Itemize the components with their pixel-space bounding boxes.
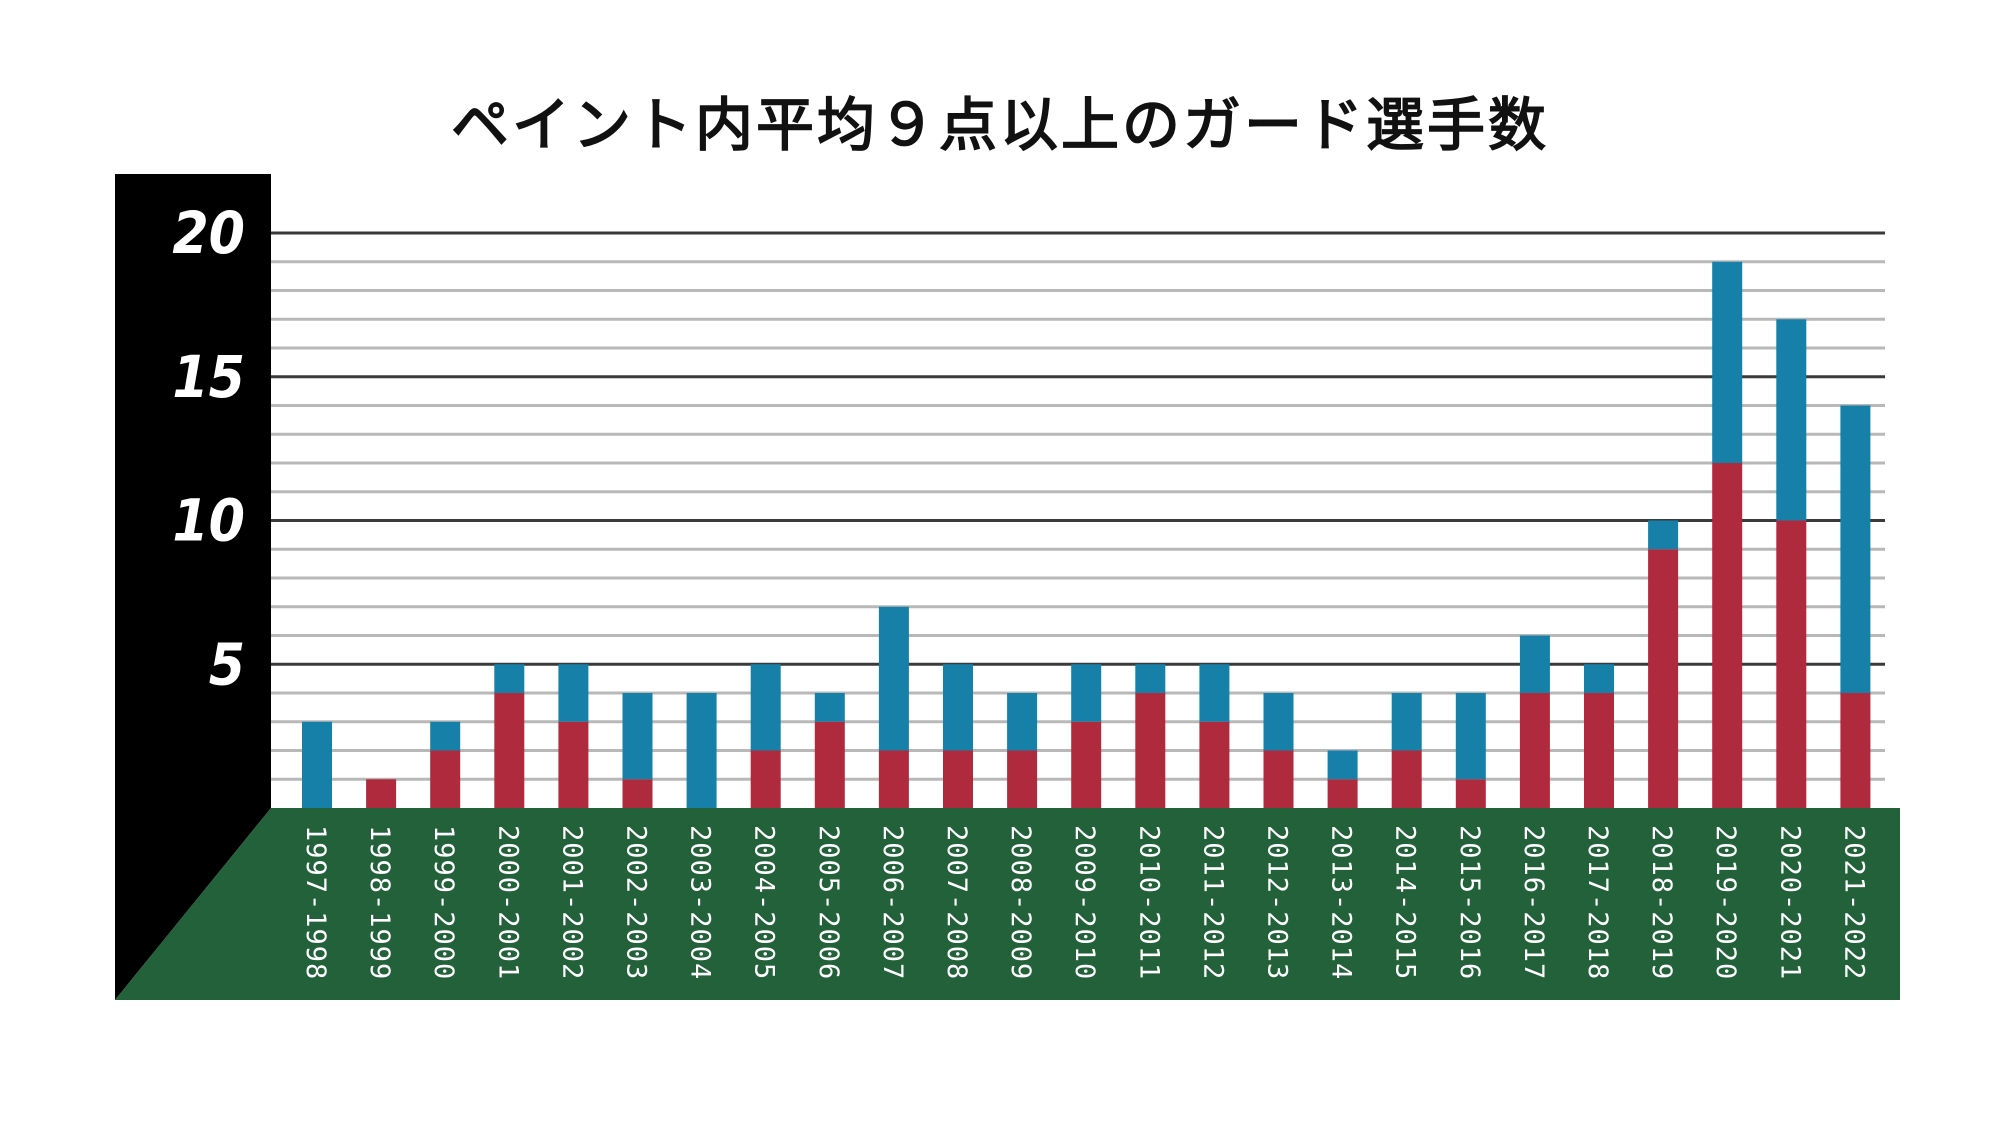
bars [302, 261, 1871, 808]
bar-2019-2020-series-1 [1712, 463, 1743, 808]
bar-2006-2007-series-1 [878, 750, 909, 808]
x-tick-label: 2014-2015 [1390, 825, 1421, 980]
bar-2001-2002-series-1 [558, 721, 589, 808]
bar-2016-2017-series-1 [1519, 693, 1550, 808]
bar-1998-1999-series-1 [366, 779, 397, 808]
bar-2019-2020-series-2 [1712, 261, 1743, 463]
bar-2014-2015-series-2 [1391, 693, 1422, 751]
x-tick-label: 2005-2006 [813, 825, 844, 980]
bar-2002-2003-series-2 [622, 693, 653, 780]
x-tick-label: 2006-2007 [877, 825, 908, 980]
bar-2020-2021-series-1 [1776, 520, 1807, 808]
x-tick-label: 2008-2009 [1005, 825, 1036, 980]
gridlines [271, 231, 1885, 781]
bar-2010-2011-series-1 [1135, 693, 1166, 808]
bar-2014-2015-series-1 [1391, 750, 1422, 808]
bar-2005-2006-series-2 [814, 693, 845, 722]
bar-2021-2022-series-1 [1840, 693, 1871, 808]
bar-2011-2012-series-2 [1199, 664, 1230, 722]
bar-2010-2011-series-2 [1135, 664, 1166, 693]
x-tick-label: 2003-2004 [685, 825, 716, 980]
y-tick-label: 5 [209, 630, 245, 698]
bar-2007-2008-series-2 [943, 664, 973, 751]
x-tick-label: 2011-2012 [1197, 825, 1228, 980]
x-tick-label: 2004-2005 [749, 825, 780, 980]
bar-1999-2000-series-2 [430, 721, 461, 751]
bar-2017-2018-series-2 [1584, 664, 1614, 693]
y-axis-ticks: 5 10 15 20 [172, 199, 245, 698]
y-tick-label: 20 [172, 199, 245, 267]
bar-2018-2019-series-2 [1648, 520, 1679, 550]
x-tick-label: 2013-2014 [1326, 825, 1357, 980]
x-tick-label: 2010-2011 [1133, 825, 1164, 980]
bar-2020-2021-series-2 [1776, 319, 1807, 521]
x-axis-panel [115, 808, 1900, 1000]
bar-2006-2007-series-2 [878, 606, 909, 751]
bar-2009-2010-series-1 [1071, 721, 1102, 808]
y-axis-panel [115, 174, 271, 1000]
x-tick-label: 2016-2017 [1518, 825, 1549, 980]
bar-2007-2008-series-1 [943, 750, 973, 808]
x-tick-label: 1998-1999 [364, 825, 395, 980]
x-tick-label: 2021-2022 [1838, 825, 1869, 980]
bar-2017-2018-series-1 [1584, 693, 1614, 808]
bar-2004-2005-series-1 [750, 750, 781, 808]
bar-2012-2013-series-1 [1263, 750, 1294, 808]
y-tick-label: 10 [172, 487, 245, 555]
bar-2015-2016-series-2 [1455, 693, 1486, 780]
bar-2018-2019-series-1 [1648, 549, 1679, 808]
x-tick-label: 2002-2003 [621, 825, 652, 980]
bar-2016-2017-series-2 [1519, 635, 1550, 693]
bar-2013-2014-series-2 [1327, 750, 1358, 780]
x-tick-label: 2020-2021 [1774, 825, 1805, 980]
x-tick-label: 1999-2000 [428, 825, 459, 980]
bar-2008-2009-series-1 [1007, 750, 1038, 808]
x-tick-label: 2001-2002 [556, 825, 587, 980]
bar-2005-2006-series-1 [814, 721, 845, 808]
y-tick-label: 15 [172, 343, 245, 411]
bar-2000-2001-series-2 [494, 664, 525, 693]
x-axis-ticks: 1997-1998 1998-1999 1999-2000 2000-2001 2001… [300, 825, 1869, 980]
x-tick-label: 2015-2016 [1454, 825, 1485, 980]
bar-2009-2010-series-2 [1071, 664, 1102, 722]
x-tick-label: 2009-2010 [1069, 825, 1100, 980]
x-tick-label: 2018-2019 [1646, 825, 1677, 980]
bar-2004-2005-series-2 [750, 664, 781, 751]
bar-2011-2012-series-1 [1199, 721, 1230, 808]
bar-2021-2022-series-2 [1840, 405, 1871, 693]
bar-2015-2016-series-1 [1455, 779, 1486, 808]
x-tick-label: 2007-2008 [941, 825, 972, 980]
bar-1997-1998-series-2 [302, 721, 332, 808]
chart-title: ペイント内平均９点以上のガード選手数 [450, 91, 1549, 159]
bar-2008-2009-series-2 [1007, 693, 1038, 751]
bar-2012-2013-series-2 [1263, 693, 1294, 751]
bar-2000-2001-series-1 [494, 693, 525, 808]
x-tick-label: 2012-2013 [1262, 825, 1293, 980]
x-tick-label: 2017-2018 [1582, 825, 1613, 980]
bar-1999-2000-series-1 [430, 750, 461, 808]
x-tick-label: 2019-2020 [1710, 825, 1741, 980]
bar-2013-2014-series-1 [1327, 779, 1358, 808]
bar-2003-2004-series-2 [686, 693, 717, 808]
x-tick-label: 1997-1998 [300, 825, 331, 980]
bar-2001-2002-series-2 [558, 664, 589, 722]
x-tick-label: 2000-2001 [492, 825, 523, 980]
bar-2002-2003-series-1 [622, 779, 653, 808]
